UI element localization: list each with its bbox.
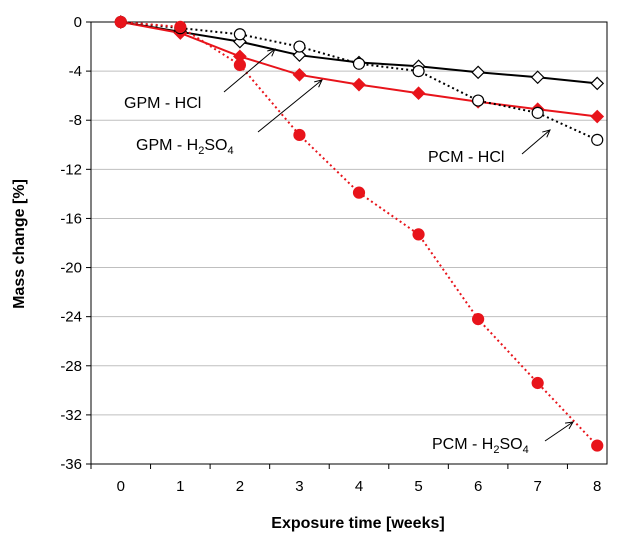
x-tick-label: 4	[355, 478, 363, 495]
annotation-arrow	[521, 129, 551, 155]
arrow-head	[542, 129, 551, 138]
y-tick-label: -24	[60, 309, 82, 326]
data-point	[471, 65, 485, 80]
x-tick-label: 8	[593, 478, 601, 495]
data-point	[411, 86, 426, 101]
x-tick-label: 6	[474, 478, 482, 495]
y-tick-label: -16	[60, 210, 82, 227]
annotation-arrow	[257, 79, 323, 133]
data-point	[590, 109, 605, 124]
axes	[86, 21, 608, 469]
annotation-text: PCM - HCl	[428, 149, 504, 166]
annotation-subscript: 4	[227, 145, 233, 157]
x-tick-label: 7	[533, 478, 541, 495]
x-tick-label: 3	[295, 478, 303, 495]
data-point	[233, 28, 246, 41]
data-point	[292, 48, 307, 62]
arrow-head	[314, 79, 323, 88]
y-tick-label: -8	[69, 112, 82, 129]
plot-frame	[90, 21, 608, 465]
data-point	[412, 65, 425, 78]
x-tick-label: 5	[414, 478, 422, 495]
data-point	[114, 15, 127, 29]
y-tick-label: -32	[60, 407, 82, 424]
annotation-label: PCM - HCl	[428, 149, 504, 166]
series-markers	[113, 15, 605, 452]
data-point	[472, 94, 485, 107]
data-point	[531, 106, 544, 119]
data-point	[352, 77, 366, 92]
annotation-subscript: 4	[523, 444, 529, 456]
y-tick-label: -36	[60, 456, 82, 473]
y-tick-label: -20	[60, 260, 82, 277]
annotation-text: PCM - H	[432, 436, 493, 453]
series-line	[120, 21, 598, 85]
data-point	[472, 313, 485, 326]
data-point	[233, 58, 246, 72]
data-point	[591, 133, 604, 146]
annotation-label: GPM - H2SO4	[136, 137, 234, 157]
data-point	[292, 67, 307, 82]
annotation-arrow	[223, 48, 276, 93]
y-tick-label: -4	[69, 63, 82, 80]
x-axis-title: Exposure time [weeks]	[271, 515, 444, 532]
data-point	[412, 228, 425, 241]
y-tick-label: -12	[60, 161, 82, 178]
x-tick-labels: 0 1 2 3 4 5 6 7 8	[117, 478, 602, 495]
annotation-text: GPM - HCl	[124, 95, 201, 112]
data-point	[174, 20, 187, 34]
x-tick-label: 0	[117, 478, 125, 495]
annotation-label: GPM - HCl	[124, 95, 201, 112]
y-tick-label: 0	[74, 14, 82, 31]
data-point	[352, 57, 366, 70]
y-tick-label: -28	[60, 358, 82, 375]
annotation-subscript: 2	[198, 145, 204, 157]
data-point	[590, 76, 605, 91]
y-tick-labels: 0 -4 -8 -12 -16 -20 -24 -28 -32 -36	[60, 14, 82, 473]
data-point	[293, 128, 306, 142]
data-point	[293, 40, 306, 53]
annotation-subscript: 2	[493, 444, 499, 456]
data-point	[530, 70, 545, 85]
annotation-text: GPM - H	[136, 137, 198, 154]
annotation-text: SO	[204, 137, 227, 154]
annotation-arrow	[544, 421, 574, 442]
arrow-head	[267, 48, 276, 57]
annotation-text: SO	[499, 436, 522, 453]
arrow-head	[565, 421, 574, 430]
data-point	[531, 376, 544, 390]
data-point	[591, 439, 604, 452]
x-tick-label: 2	[236, 478, 244, 495]
data-point	[352, 186, 366, 199]
y-axis-title: Mass change [%]	[11, 179, 28, 309]
annotation-label: PCM - H2SO4	[432, 436, 529, 456]
gridlines	[91, 21, 607, 465]
x-tick-label: 1	[176, 478, 184, 495]
